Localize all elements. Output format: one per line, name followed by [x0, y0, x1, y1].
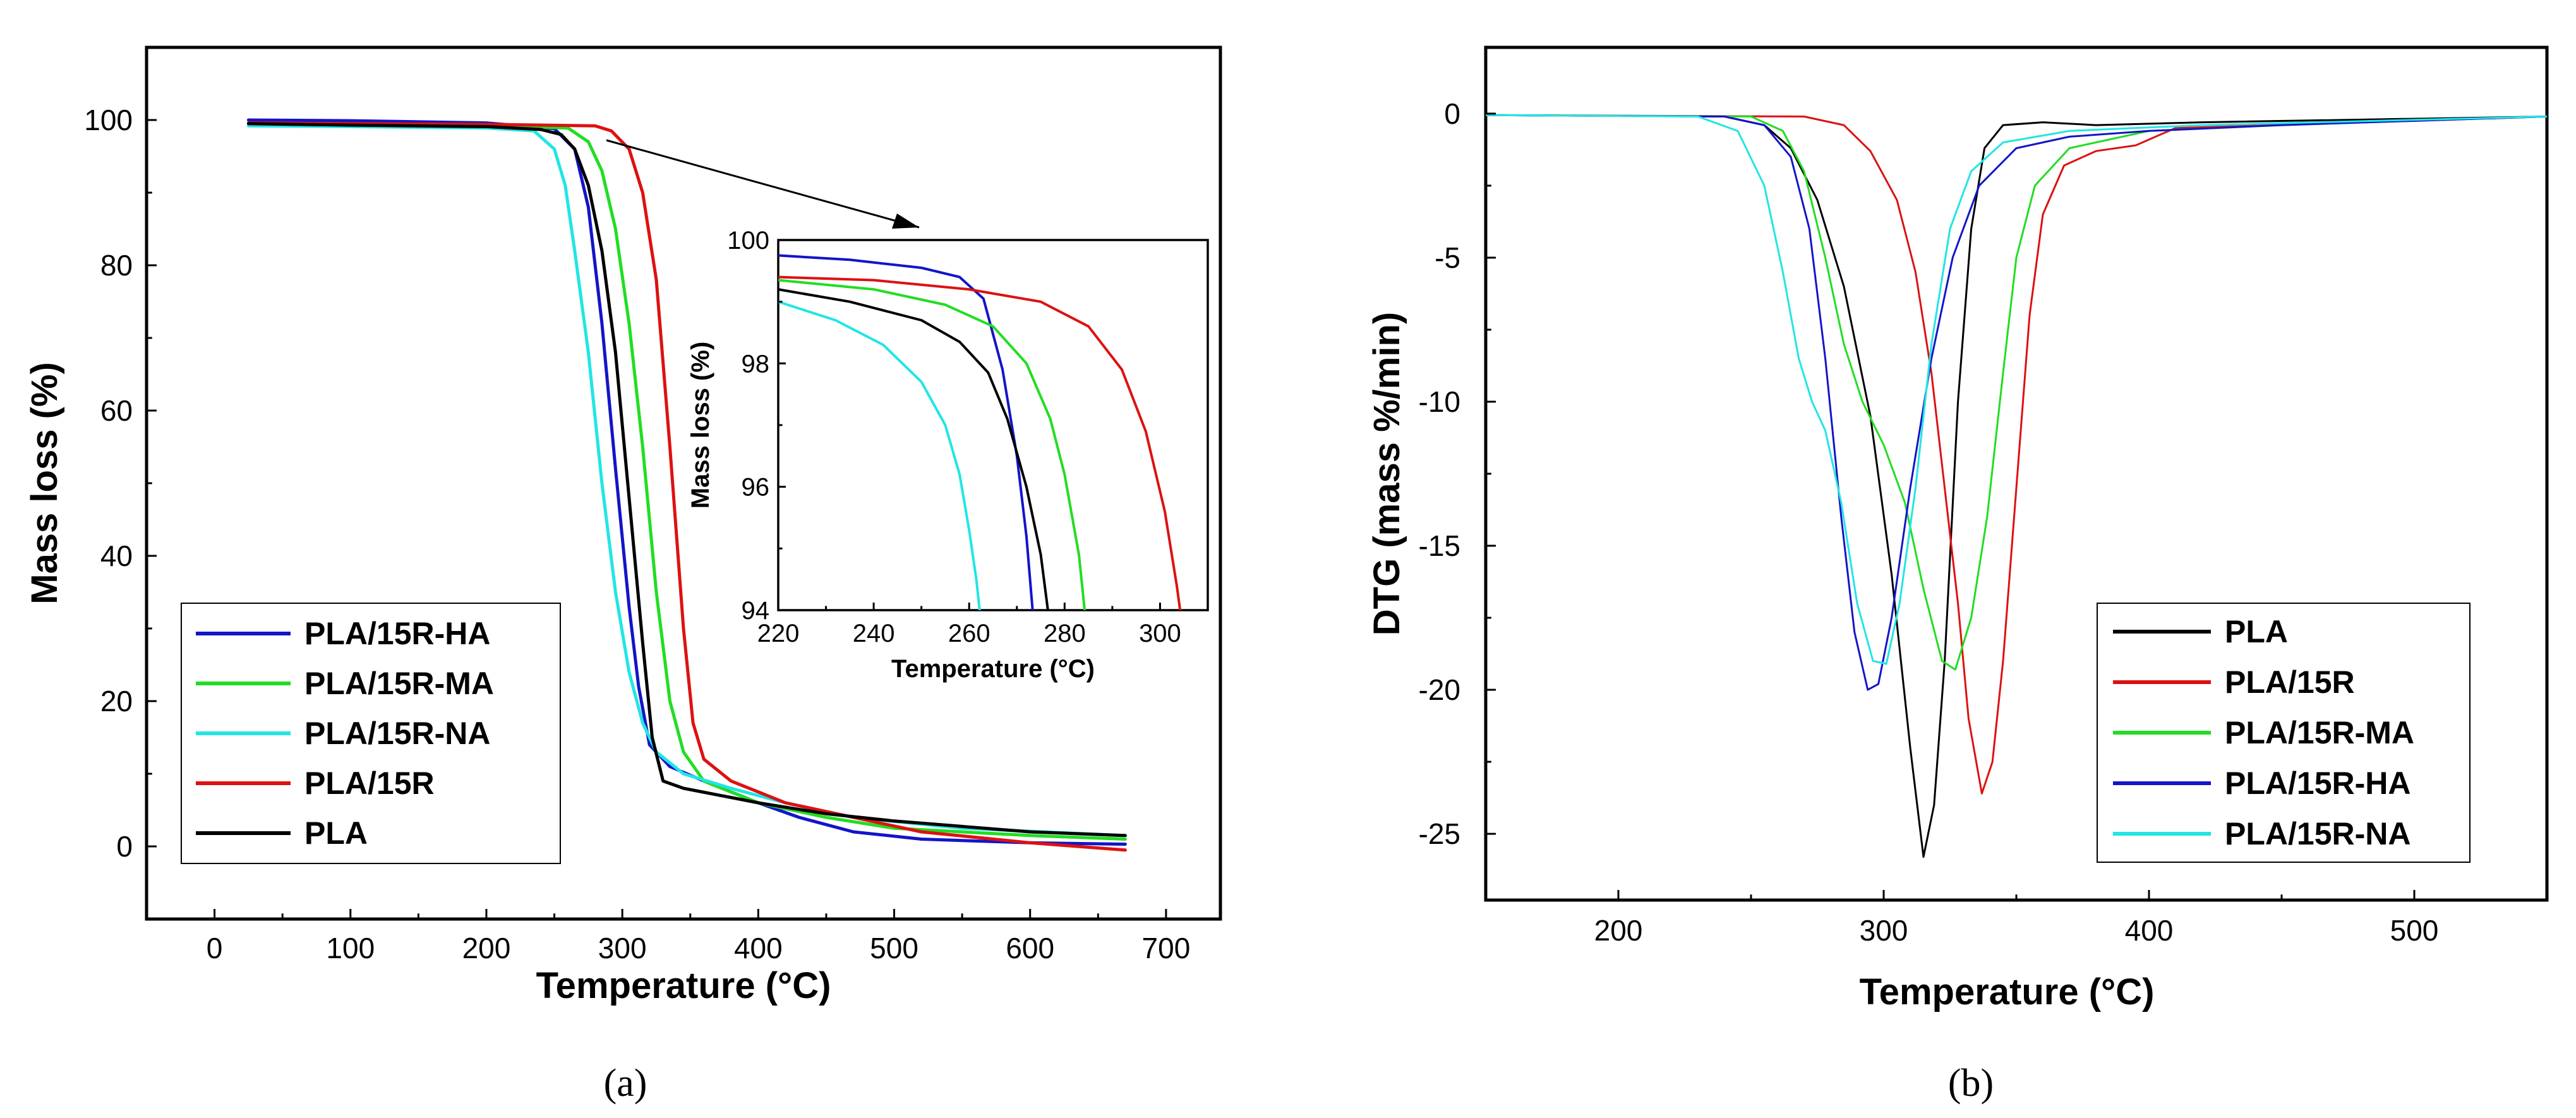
y-tick-label-a-inset-2: 98 [742, 350, 770, 378]
panel-a-legend: PLA/15R-HA PLA/15R-MA PLA/15R-NA PLA/15R PLA [181, 603, 561, 864]
legend-label-a-pla-15r-na: PLA/15R-NA [304, 716, 490, 751]
legend-label-b-pla-15r-ha: PLA/15R-HA [2225, 766, 2410, 801]
series-line-b-pla-15r-ma [1486, 114, 2547, 671]
legend-label-a-pla: PLA [304, 815, 368, 851]
x-tick-label-a-0: 0 [207, 932, 223, 965]
y-tick-label-a-1: 20 [100, 685, 133, 718]
x-tick-label-a-inset-2: 260 [948, 620, 990, 647]
x-tick-label-a-7: 700 [1142, 932, 1191, 965]
y-tick-label-b-5: -25 [1419, 817, 1460, 850]
x-tick-label-a-4: 400 [734, 932, 783, 965]
x-tick-label-a-inset-1: 240 [853, 620, 895, 647]
inset-y-axis-title: Mass loss (%) [687, 342, 714, 509]
y-tick-label-b-3: -15 [1419, 529, 1460, 562]
panel-b-legend: PLA PLA/15R PLA/15R-MA PLA/15R-HA PLA/15R-NA [2097, 603, 2471, 863]
legend-label-a-pla-15r-ma: PLA/15R-MA [304, 666, 494, 701]
legend-label-b-pla-15r: PLA/15R [2225, 664, 2355, 700]
legend-label-b-pla: PLA [2225, 614, 2288, 649]
x-tick-label-b-3: 500 [2390, 914, 2439, 947]
y-tick-label-a-0: 0 [116, 830, 133, 863]
y-tick-label-b-2: -10 [1419, 385, 1460, 418]
series-line-a-inset-pla-15r-ma [778, 279, 1086, 610]
panel-b-x-axis-title: Temperature (°C) [1860, 971, 2155, 1013]
series-line-b-pla-15r-na [1486, 114, 2547, 665]
y-tick-label-a-4: 80 [100, 249, 133, 282]
x-tick-label-b-2: 400 [2125, 914, 2174, 947]
x-tick-label-a-1: 100 [326, 932, 375, 965]
series-line-a-pla-15r-ma [246, 122, 1127, 841]
series-line-b-pla-15r-ha [1486, 114, 2547, 691]
legend-label-a-pla-15r: PLA/15R [304, 766, 435, 801]
x-tick-label-a-inset-4: 300 [1139, 620, 1181, 647]
panel-a-x-axis-title: Temperature (°C) [536, 965, 831, 1006]
panel-b-label: (b) [1948, 1062, 1994, 1105]
y-tick-label-a-5: 100 [84, 104, 133, 136]
x-tick-label-a-inset-0: 220 [757, 620, 800, 647]
legend-label-b-pla-15r-ma: PLA/15R-MA [2225, 715, 2414, 750]
y-tick-label-b-0: 0 [1444, 97, 1460, 130]
x-tick-label-a-6: 600 [1006, 932, 1054, 965]
legend-label-b-pla-15r-na: PLA/15R-NA [2225, 816, 2410, 851]
y-tick-label-a-inset-3: 100 [727, 227, 769, 255]
legend-label-a-pla-15r-ha: PLA/15R-HA [304, 616, 490, 651]
x-tick-label-a-inset-3: 280 [1044, 620, 1086, 647]
panel-a-inset-chart: 220 240 260 280 300 94 96 98 100 Temperature (°… [606, 139, 1209, 683]
series-line-a-inset-pla-15r-ha [778, 254, 1034, 610]
series-line-b-pla-15r [1486, 114, 2547, 795]
panel-a-label: (a) [604, 1062, 647, 1105]
series-line-a-inset-pla-15r [778, 275, 1182, 610]
y-tick-label-b-4: -20 [1419, 673, 1460, 706]
series-line-a-inset-pla-15r-na [778, 300, 981, 610]
inset-pointer-arrowhead [892, 213, 919, 229]
y-tick-label-a-2: 40 [100, 539, 133, 572]
series-line-a-inset-pla [778, 288, 1049, 610]
panel-b-dtg-chart: 200 300 400 500 0 -5 -10 -15 -20 -25 Temperature… [1366, 45, 2549, 1105]
x-tick-label-a-5: 500 [870, 932, 918, 965]
series-line-b-pla [1486, 114, 2547, 858]
inset-x-axis-title: Temperature (°C) [891, 655, 1095, 683]
series-line-a-pla [246, 122, 1127, 838]
y-tick-label-b-1: -5 [1435, 241, 1460, 274]
x-tick-label-b-0: 200 [1594, 914, 1643, 947]
y-tick-label-a-3: 60 [100, 394, 133, 427]
x-tick-label-a-2: 200 [462, 932, 511, 965]
panel-a-y-axis-title: Mass loss (%) [24, 362, 65, 604]
panel-b-y-axis-title: DTG (mass %/min) [1366, 312, 1407, 635]
y-tick-label-a-inset-1: 96 [742, 474, 770, 502]
series-line-a-pla-15r [246, 121, 1127, 852]
inset-pointer-arrow [606, 139, 920, 229]
y-tick-label-a-inset-0: 94 [742, 597, 770, 625]
x-tick-label-a-3: 300 [598, 932, 647, 965]
x-tick-label-b-1: 300 [1860, 914, 1908, 947]
